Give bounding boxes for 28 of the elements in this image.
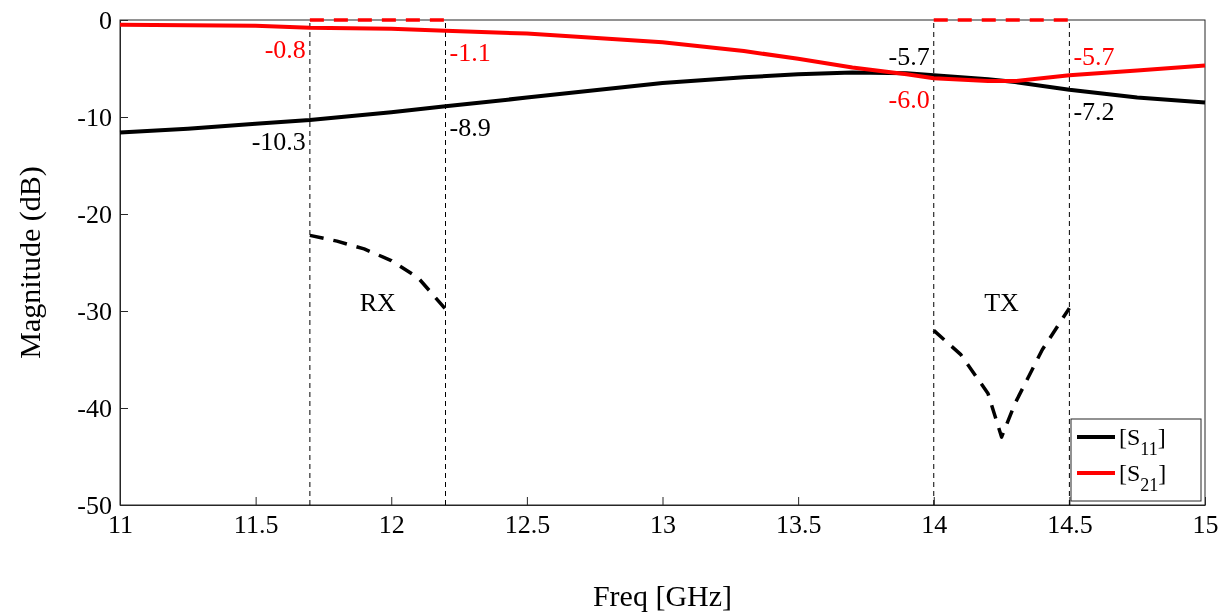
annotation: -0.8 bbox=[264, 34, 306, 64]
y-tick-label: -10 bbox=[77, 102, 112, 132]
annotation: -5.7 bbox=[1073, 42, 1115, 72]
annotation: TX bbox=[984, 288, 1020, 317]
y-tick-label: -20 bbox=[77, 199, 112, 229]
y-tick-label: -30 bbox=[77, 296, 112, 326]
annotation: -8.9 bbox=[449, 113, 491, 143]
y-axis-title: Magnitude (dB) bbox=[13, 166, 47, 359]
x-tick-label: 12.5 bbox=[504, 510, 551, 540]
x-tick-label: 14.5 bbox=[1047, 510, 1093, 540]
annotation: -1.1 bbox=[449, 37, 491, 67]
x-tick-label: 14 bbox=[921, 510, 948, 540]
annotation: -6.0 bbox=[888, 85, 930, 115]
legend-label: [S$_{11}$] bbox=[1119, 424, 1166, 459]
annotation: -5.7 bbox=[888, 42, 930, 72]
annotation: -10.3 bbox=[251, 126, 306, 156]
x-tick-label: 13.5 bbox=[775, 510, 822, 540]
legend-label: [S$_{21}$] bbox=[1119, 460, 1167, 495]
y-tick-label: -40 bbox=[77, 393, 112, 423]
x-tick-label: 13 bbox=[650, 510, 676, 540]
x-tick-label: 15 bbox=[1192, 510, 1219, 540]
y-tick-label: 0 bbox=[99, 5, 112, 35]
annotation: RX bbox=[359, 288, 396, 317]
x-tick-label: 11.5 bbox=[233, 510, 279, 540]
x-tick-label: 12 bbox=[378, 510, 405, 540]
x-axis-title: Freq [GHz] bbox=[592, 579, 733, 612]
annotation: -7.2 bbox=[1073, 96, 1115, 126]
line-series bbox=[118, 22, 1207, 84]
